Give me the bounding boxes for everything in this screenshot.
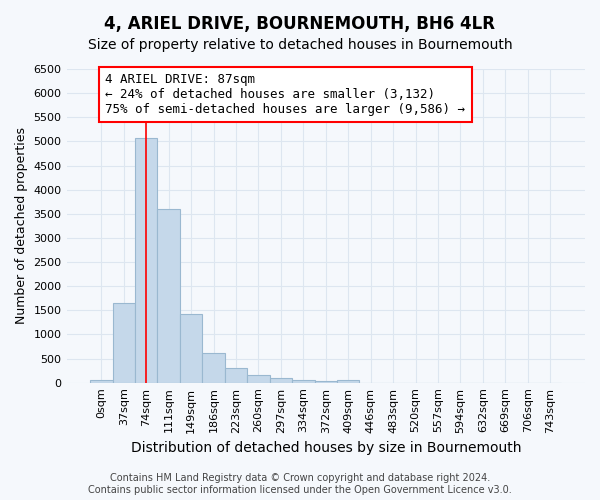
Bar: [157, 209, 180, 382]
Text: 4 ARIEL DRIVE: 87sqm
← 24% of detached houses are smaller (3,132)
75% of semi-de: 4 ARIEL DRIVE: 87sqm ← 24% of detached h…: [106, 73, 466, 116]
Bar: [113, 303, 135, 382]
Bar: [90, 380, 113, 382]
Bar: [247, 375, 269, 382]
Text: Contains HM Land Registry data © Crown copyright and database right 2024.
Contai: Contains HM Land Registry data © Crown c…: [88, 474, 512, 495]
Bar: [225, 368, 247, 382]
X-axis label: Distribution of detached houses by size in Bournemouth: Distribution of detached houses by size …: [131, 441, 521, 455]
Bar: [180, 314, 202, 382]
Bar: [292, 380, 314, 382]
Bar: [314, 381, 337, 382]
Bar: [202, 353, 225, 382]
Bar: [269, 378, 292, 382]
Bar: [135, 138, 157, 382]
Bar: [337, 380, 359, 382]
Text: 4, ARIEL DRIVE, BOURNEMOUTH, BH6 4LR: 4, ARIEL DRIVE, BOURNEMOUTH, BH6 4LR: [104, 15, 496, 33]
Y-axis label: Number of detached properties: Number of detached properties: [15, 128, 28, 324]
Text: Size of property relative to detached houses in Bournemouth: Size of property relative to detached ho…: [88, 38, 512, 52]
